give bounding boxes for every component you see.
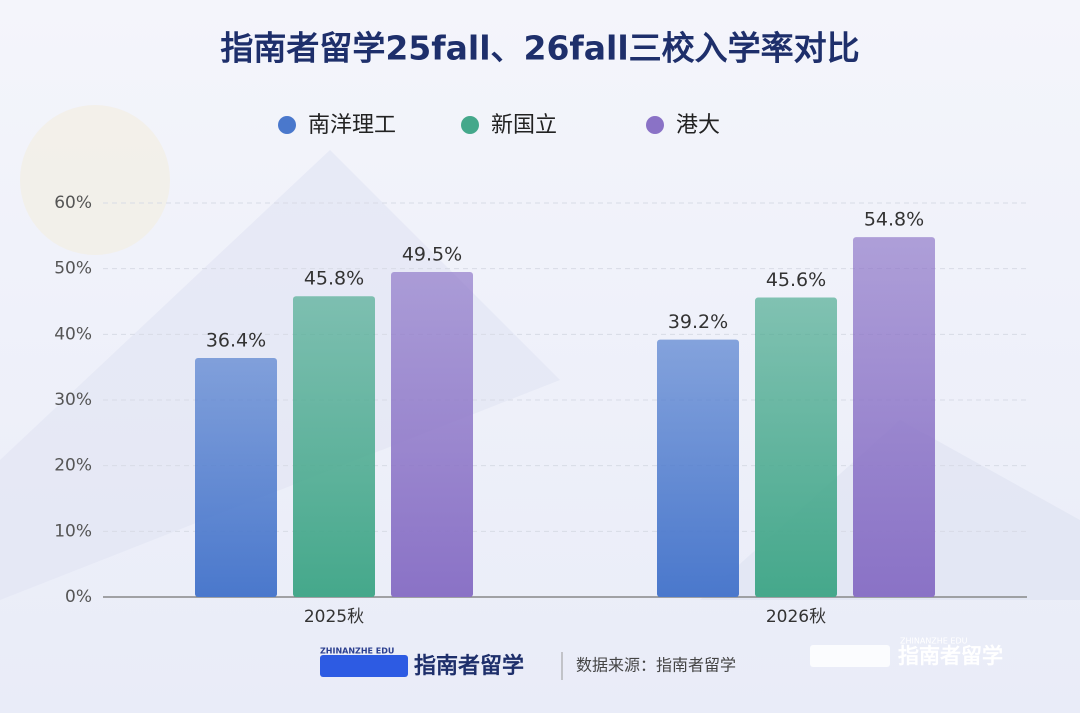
y-tick-label: 10% [54, 521, 92, 541]
x-tick-label: 2025秋 [304, 607, 364, 627]
legend-label: 南洋理工 [308, 113, 396, 138]
bar [755, 297, 837, 597]
watermark-mark [810, 645, 890, 667]
legend-marker [461, 116, 479, 134]
source: 数据来源：指南者留学 [576, 656, 736, 675]
value-label: 49.5% [402, 243, 462, 265]
y-tick-label: 0% [65, 587, 92, 607]
value-label: 36.4% [206, 329, 266, 351]
decor-mountain [0, 150, 560, 600]
logo-name: 指南者留学 [414, 653, 524, 679]
logo-mark [320, 655, 408, 677]
legend-label: 新国立 [491, 113, 557, 138]
y-tick-label: 40% [54, 324, 92, 344]
y-tick-label: 60% [54, 193, 92, 213]
footer: ZHINANZHE EDU 指南者留学 数据来源：指南者留学 ZHINANZHE… [320, 637, 1003, 680]
legend-marker [646, 116, 664, 134]
value-label: 54.8% [864, 209, 924, 231]
logo-sub: ZHINANZHE EDU [320, 647, 394, 656]
watermark-sub: ZHINANZHE EDU [900, 637, 968, 646]
bar [657, 339, 739, 597]
y-tick-label: 50% [54, 259, 92, 279]
value-label: 45.8% [304, 268, 364, 290]
bar [853, 237, 935, 597]
chart-title: 指南者留学25fall、26fall三校入学率对比 [220, 29, 859, 68]
y-tick-label: 30% [54, 390, 92, 410]
value-label: 39.2% [668, 311, 728, 333]
legend-label: 港大 [676, 113, 720, 138]
bar [195, 357, 277, 597]
y-tick-label: 20% [54, 456, 92, 476]
bar [391, 271, 473, 597]
legend-marker [278, 116, 296, 134]
decor-sun [20, 105, 170, 255]
bar [293, 296, 375, 597]
value-label: 45.6% [766, 269, 826, 291]
watermark-name: 指南者留学 [898, 644, 1003, 668]
x-tick-label: 2026秋 [766, 607, 826, 627]
